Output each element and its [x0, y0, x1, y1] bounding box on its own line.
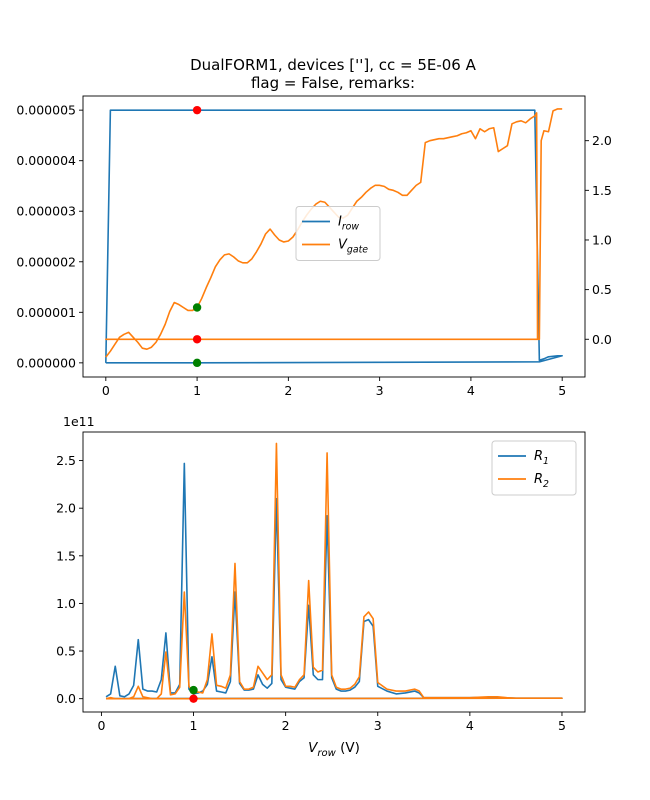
x-tick-label: 3 [376, 383, 384, 398]
legend-box [491, 440, 577, 496]
y-tick-label: 1.5 [56, 548, 76, 563]
marker-point [189, 685, 198, 695]
marker-point [192, 358, 202, 368]
x-tick-label: 4 [466, 718, 474, 733]
x-tick-label: 1 [193, 383, 201, 398]
legend-label-sub: gate [347, 244, 368, 255]
y-tick-label: 0.000002 [16, 254, 76, 269]
x-tick-label: 1 [190, 718, 198, 733]
legend-label: R2 [534, 472, 549, 490]
marker-point [192, 335, 202, 344]
y-tick-label: 0.000003 [16, 204, 76, 219]
y-tick-label: 2.5 [56, 453, 76, 468]
y2-tick-label: 0.5 [592, 282, 612, 297]
legend-box [295, 206, 381, 261]
y2-tick-label: 1.0 [592, 232, 612, 247]
y-tick-label: 2.0 [56, 501, 76, 516]
legend-label-sub: row [342, 221, 360, 232]
x-tick-label: 5 [558, 383, 566, 398]
legend-label-base: I [338, 215, 342, 230]
legend-label-sub: 1 [543, 456, 549, 467]
x-tick-label: 2 [282, 718, 290, 733]
marker-point [192, 105, 202, 115]
x-tick-label: 5 [558, 718, 566, 733]
series-line-i-row [105, 109, 563, 364]
x-tick-label: 4 [467, 383, 475, 398]
y-tick-label: 0.5 [56, 644, 76, 659]
y2-tick-label: 0.0 [592, 332, 612, 347]
y-tick-label: 1.0 [56, 596, 76, 611]
y2-tick-label: 1.5 [592, 183, 612, 198]
y-tick-label: 0.000005 [16, 103, 76, 118]
legend-label-base: R [534, 449, 543, 464]
series-line-r-2 [105, 442, 563, 700]
legend-label-base: V [338, 238, 348, 253]
figure-title-line2: flag = False, remarks: [251, 74, 415, 92]
x-axis-label: Vrow (V) [308, 740, 360, 759]
x-tick-label: 0 [102, 383, 110, 398]
plot-frame [82, 431, 586, 713]
x-tick-label: 2 [284, 383, 292, 398]
legend-label: Irow [338, 215, 359, 233]
plot-frame [82, 95, 586, 378]
x-tick-label: 3 [374, 718, 382, 733]
y-tick-label: 0.000001 [16, 305, 76, 320]
legend-label-sub: 2 [543, 479, 549, 490]
legend: Irow Vgate [295, 206, 381, 261]
y-tick-label: 0.000000 [16, 355, 76, 370]
marker-point [189, 694, 198, 703]
figure-title-line1: DualFORM1, devices [''], cc = 5E-06 A [190, 56, 477, 74]
x-tick-label: 0 [97, 718, 105, 733]
y-tick-label: 0.000004 [16, 153, 76, 168]
y-offset-label: 1e11 [63, 414, 95, 429]
legend-label: R1 [534, 449, 549, 467]
y-tick-label: 0.0 [56, 691, 76, 706]
legend-label-base: R [534, 472, 543, 487]
marker-point [192, 303, 202, 312]
legend-label: Vgate [338, 238, 368, 256]
y2-tick-label: 2.0 [592, 133, 612, 148]
top-plot: 0 1 2 3 4 5 0.000000 0.000001 0.000002 0.000003 0.… [16, 95, 612, 398]
